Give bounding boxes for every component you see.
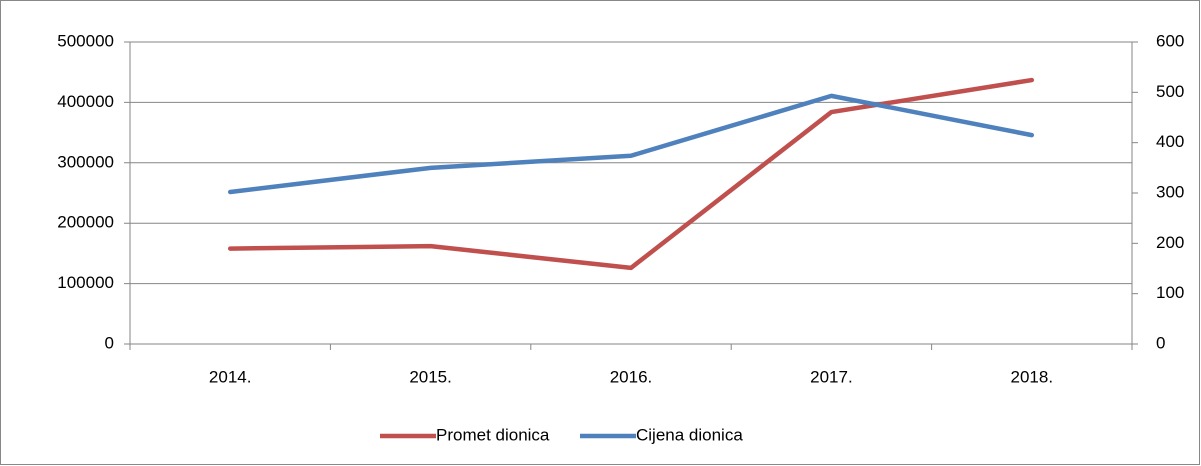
x-tick-label: 2015. [409, 367, 452, 386]
x-tick-label: 2018. [1011, 367, 1054, 386]
y2-tick-label: 100 [1156, 283, 1184, 302]
x-tick-label: 2016. [610, 367, 653, 386]
series-line [227, 77, 1035, 271]
legend-label: Promet dionica [436, 425, 550, 444]
y-tick-label: 100000 [57, 273, 114, 292]
y2-tick-label: 600 [1156, 31, 1184, 50]
y2-tick-label: 500 [1156, 82, 1184, 101]
series-line [227, 93, 1035, 195]
x-tick-label: 2014. [209, 367, 252, 386]
y2-tick-label: 0 [1156, 333, 1165, 352]
y-tick-label: 0 [105, 333, 114, 352]
y-tick-label: 200000 [57, 213, 114, 232]
x-tick-label: 2017. [810, 367, 853, 386]
y2-tick-label: 400 [1156, 132, 1184, 151]
y-tick-label: 400000 [57, 92, 114, 111]
y2-tick-label: 300 [1156, 182, 1184, 201]
legend-label: Cijena dionica [636, 425, 743, 444]
y2-tick-label: 200 [1156, 233, 1184, 252]
y-tick-label: 300000 [57, 152, 114, 171]
y-tick-label: 500000 [57, 31, 114, 50]
